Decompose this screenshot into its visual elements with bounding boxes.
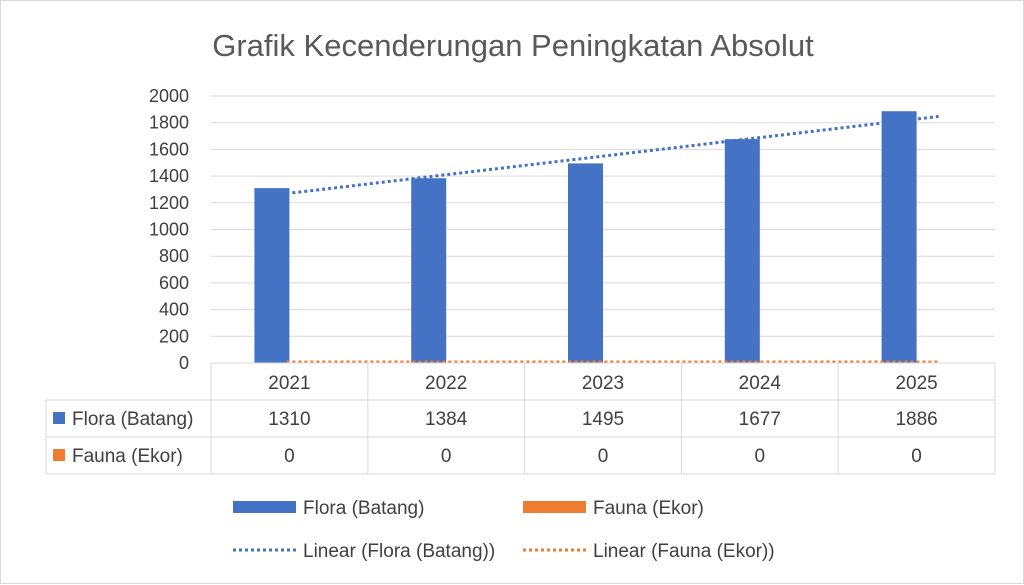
data-table: 2021 2022 2023 2024 2025 Flora (Batang) 1310 13… bbox=[45, 362, 996, 475]
legend-swatch bbox=[233, 501, 296, 513]
y-tick-label: 400 bbox=[159, 300, 189, 320]
bars bbox=[254, 111, 917, 364]
trendline-flora bbox=[286, 114, 939, 196]
y-tick-label: 1200 bbox=[149, 193, 189, 213]
legend-label: Linear (Fauna (Ekor)) bbox=[593, 541, 775, 562]
legend-swatch bbox=[523, 501, 586, 513]
data-label: 1495 bbox=[582, 409, 624, 430]
trendlines bbox=[286, 114, 939, 364]
data-label: 1310 bbox=[268, 409, 310, 430]
bar-flora bbox=[254, 188, 290, 363]
bar-flora bbox=[724, 139, 760, 363]
y-tick-label: 800 bbox=[159, 246, 189, 266]
table-series-name: Fauna (Ekor) bbox=[72, 446, 183, 467]
chart-title: Grafik Kecenderungan Peningkatan Absolut bbox=[212, 28, 814, 63]
table-series-name: Flora (Batang) bbox=[72, 409, 193, 430]
data-label: 0 bbox=[911, 446, 922, 467]
bar-flora bbox=[568, 163, 603, 363]
y-tick-label: 0 bbox=[179, 353, 189, 373]
category-label: 2023 bbox=[582, 373, 624, 394]
legend-label: Linear (Flora (Batang)) bbox=[303, 541, 495, 562]
category-label: 2025 bbox=[895, 373, 937, 394]
category-label: 2022 bbox=[425, 373, 467, 394]
category-label: 2021 bbox=[268, 373, 310, 394]
category-label: 2024 bbox=[739, 373, 782, 394]
table-legend-key bbox=[53, 412, 65, 424]
legend-label: Flora (Batang) bbox=[303, 498, 424, 519]
y-tick-label: 2000 bbox=[149, 86, 189, 106]
data-label: 0 bbox=[284, 446, 295, 467]
y-tick-label: 1000 bbox=[149, 220, 189, 240]
data-label: 0 bbox=[598, 446, 609, 467]
y-tick-label: 1600 bbox=[149, 139, 189, 159]
table-legend-key bbox=[53, 449, 65, 461]
y-tick-label: 600 bbox=[159, 273, 189, 293]
y-tick-label: 200 bbox=[159, 326, 189, 346]
y-tick-label: 1400 bbox=[149, 166, 189, 186]
data-label: 1384 bbox=[425, 409, 468, 430]
bar-flora bbox=[881, 111, 917, 364]
bar-flora bbox=[411, 178, 447, 363]
data-label: 0 bbox=[441, 446, 452, 467]
legend: Flora (Batang) Fauna (Ekor) Linear (Flora … bbox=[233, 498, 775, 562]
y-tick-label: 1800 bbox=[149, 113, 189, 133]
data-label: 0 bbox=[755, 446, 766, 467]
y-axis: 0 200 400 600 800 1000 1200 1400 1600 1800 2000 bbox=[149, 86, 189, 373]
data-label: 1677 bbox=[739, 409, 781, 430]
data-label: 1886 bbox=[895, 409, 937, 430]
legend-label: Fauna (Ekor) bbox=[593, 498, 704, 519]
